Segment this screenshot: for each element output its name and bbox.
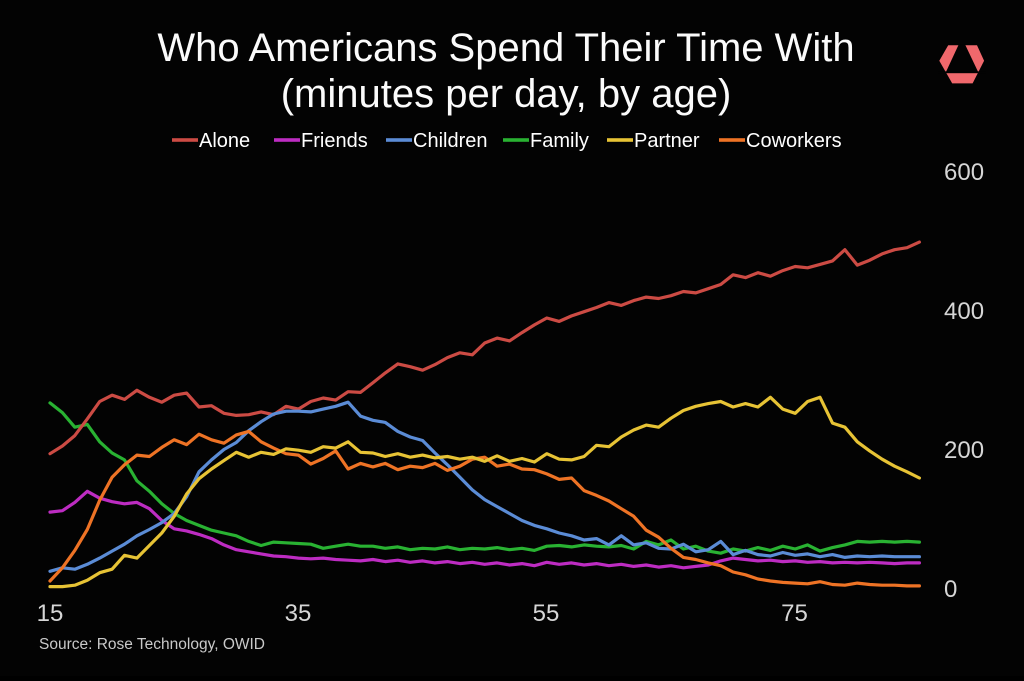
svg-text:Coworkers: Coworkers bbox=[746, 130, 842, 152]
svg-text:55: 55 bbox=[533, 600, 560, 627]
svg-text:35: 35 bbox=[285, 600, 312, 627]
svg-text:0: 0 bbox=[944, 576, 957, 603]
svg-text:Source: Rose Technology, OWID: Source: Rose Technology, OWID bbox=[39, 636, 265, 653]
svg-text:Family: Family bbox=[530, 130, 589, 152]
svg-text:Alone: Alone bbox=[199, 130, 250, 152]
svg-text:200: 200 bbox=[944, 437, 984, 464]
svg-text:75: 75 bbox=[781, 600, 808, 627]
svg-text:15: 15 bbox=[37, 600, 64, 627]
svg-text:600: 600 bbox=[944, 159, 984, 186]
svg-text:Friends: Friends bbox=[301, 130, 368, 152]
svg-text:400: 400 bbox=[944, 298, 984, 325]
svg-text:(minutes per day, by age): (minutes per day, by age) bbox=[281, 72, 732, 116]
svg-text:Children: Children bbox=[413, 130, 487, 152]
svg-text:Partner: Partner bbox=[634, 130, 700, 152]
svg-text:Who Americans Spend Their Time: Who Americans Spend Their Time With bbox=[157, 26, 854, 70]
